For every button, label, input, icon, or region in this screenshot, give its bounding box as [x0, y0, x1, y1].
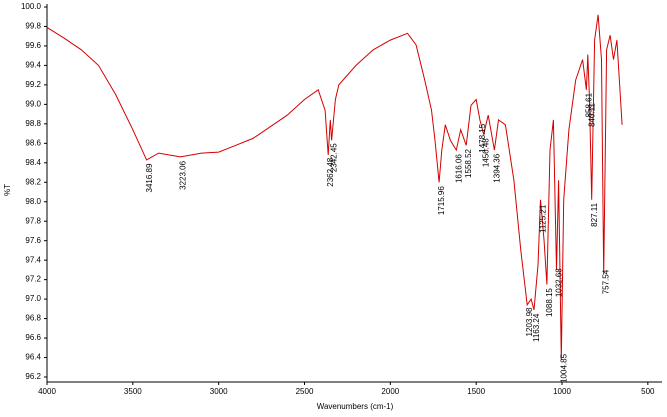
peak-label: 840.11	[588, 102, 597, 126]
peak-label: 3416.89	[145, 163, 154, 192]
peak-label: 858.61	[584, 92, 593, 117]
y-tick-label: 96.4	[25, 353, 41, 362]
peak-label: 2342.45	[330, 143, 339, 172]
y-tick-label: 98.0	[25, 197, 41, 206]
x-tick-label: 1000	[553, 387, 571, 396]
y-tick-label: 96.8	[25, 314, 41, 323]
x-tick-label: 500	[641, 387, 655, 396]
x-tick-label: 3500	[124, 387, 142, 396]
x-tick-label: 4000	[38, 387, 56, 396]
x-tick-label: 1500	[467, 387, 485, 396]
y-tick-label: 98.2	[25, 177, 41, 186]
peak-label: 1478.15	[478, 123, 487, 152]
y-tick-label: 99.0	[25, 99, 41, 108]
y-tick-label: 99.2	[25, 80, 41, 89]
y-tick-label: 97.6	[25, 236, 41, 245]
peak-label: 1456.48	[482, 138, 491, 167]
y-tick-label: 96.6	[25, 333, 41, 342]
y-tick-label: 98.4	[25, 158, 41, 167]
x-tick-label: 2000	[381, 387, 399, 396]
y-tick-label: 100.0	[21, 2, 42, 11]
x-tick-label: 2500	[296, 387, 314, 396]
y-tick-label: 99.4	[25, 61, 41, 70]
y-tick-label: 97.4	[25, 255, 41, 264]
y-tick-label: 98.6	[25, 138, 41, 147]
peak-label: 1616.06	[454, 154, 463, 183]
y-tick-label: 99.6	[25, 41, 41, 50]
y-axis-title: %T	[3, 184, 12, 196]
spectrum-line	[46, 14, 623, 360]
peak-label: 827.11	[590, 202, 599, 226]
peak-label: 1004.85	[559, 353, 568, 382]
x-tick-label: 3000	[210, 387, 228, 396]
peak-label: 1394.36	[492, 153, 501, 182]
y-tick-label: 97.8	[25, 216, 41, 225]
peak-label: 1032.68	[554, 268, 563, 297]
y-tick-label: 99.8	[25, 22, 41, 31]
peak-label: 1088.15	[545, 288, 554, 317]
peak-label: 1125.21	[539, 204, 548, 233]
peak-label: 1715.96	[437, 186, 446, 215]
x-axis-title: Wavenumbers (cm-1)	[317, 402, 394, 411]
peak-label: 757.54	[602, 269, 611, 294]
peak-label: 1203.98	[525, 307, 534, 336]
peak-label: 3223.06	[178, 160, 187, 189]
y-tick-label: 96.2	[25, 372, 41, 381]
y-tick-label: 97.0	[25, 294, 41, 303]
y-tick-label: 97.2	[25, 275, 41, 284]
peak-label: 1558.52	[464, 148, 473, 177]
y-tick-label: 98.8	[25, 119, 41, 128]
peak-label: 1163.24	[532, 313, 541, 342]
peak-label: 2362.48	[326, 157, 335, 186]
